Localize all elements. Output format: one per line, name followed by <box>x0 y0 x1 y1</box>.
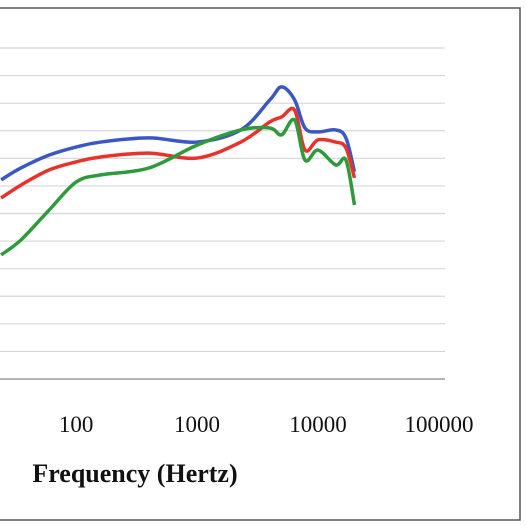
x-tick-label: 1000 <box>174 412 220 437</box>
line-series <box>0 85 357 182</box>
line-series <box>0 106 357 200</box>
x-tick-label: 100 <box>59 412 94 437</box>
line-series <box>0 117 357 257</box>
x-axis-title: Frequency (Hertz) <box>32 459 237 488</box>
x-tick-label: 10000 <box>289 412 347 437</box>
x-tick-label: 100000 <box>405 412 474 437</box>
frame <box>0 7 521 521</box>
